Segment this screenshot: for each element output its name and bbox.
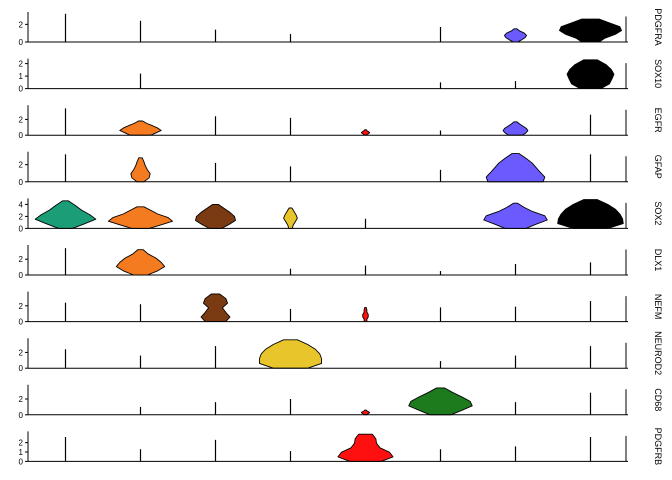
y-tick-label: 1 xyxy=(19,448,24,457)
violin-mark xyxy=(283,207,298,229)
y-tick-label: 0 xyxy=(19,38,24,47)
violin-mark xyxy=(483,202,548,229)
violin-mark xyxy=(119,120,162,136)
y-tick-label: 2 xyxy=(19,395,24,404)
violin-mark xyxy=(360,129,371,136)
violin-mark xyxy=(504,28,527,43)
gene-label: NEFM xyxy=(653,294,663,320)
row-pdgfrb: 012 PDGFRB xyxy=(19,428,663,467)
y-tick-label: 1 xyxy=(19,72,24,81)
violin-mark xyxy=(195,203,236,229)
row-sox2: 0 2 4 SOX2 xyxy=(19,198,663,233)
gene-label: SOX2 xyxy=(653,201,663,225)
row-sox10: 0 1 2 SOX10 xyxy=(19,58,663,94)
violin-mark xyxy=(566,59,615,90)
y-tick-label: 2 xyxy=(19,439,24,448)
row-pdgfra: 0 2 PDGFRA xyxy=(19,8,663,47)
violin-mark xyxy=(502,121,529,136)
y-tick-label: 0 xyxy=(19,364,24,373)
y-tick-label: 2 xyxy=(19,115,24,124)
y-tick-label: 4 xyxy=(19,200,24,209)
violin-mark xyxy=(107,206,174,229)
violin-mark xyxy=(200,293,231,323)
y-tick-label: 0 xyxy=(19,318,24,327)
row-nefm: 0 2 NEFM xyxy=(19,291,663,327)
violin-mark xyxy=(259,339,322,369)
row-egfr: 0 2 EGFR xyxy=(19,105,663,140)
row-neurod2: 0 2 NEUROD2 xyxy=(19,331,663,375)
violin-mark xyxy=(34,200,97,229)
violin-mark xyxy=(485,153,546,183)
y-tick-label: 2 xyxy=(19,20,24,29)
gene-label: PDGFRB xyxy=(653,428,663,466)
y-tick-label: 2 xyxy=(19,348,24,357)
violin-mark xyxy=(337,433,394,462)
y-tick-label: 0 xyxy=(19,411,24,420)
violin-mark xyxy=(559,18,622,43)
violin-mark xyxy=(115,249,166,276)
y-tick-label: 2 xyxy=(19,161,24,170)
violin-mark xyxy=(408,387,473,416)
y-tick-label: 0 xyxy=(19,131,24,140)
y-tick-label: 2 xyxy=(19,212,24,221)
violin-mark xyxy=(360,409,371,416)
row-gfap: 0 2 GFAP xyxy=(19,151,663,187)
gene-label: NEUROD2 xyxy=(653,331,663,375)
y-tick-label: 2 xyxy=(19,302,24,311)
gene-label: GFAP xyxy=(653,155,663,179)
row-cd68: 0 2 CD68 xyxy=(19,384,663,420)
gene-label: DLX1 xyxy=(653,249,663,272)
y-tick-label: 0 xyxy=(19,457,24,466)
y-tick-label: 2 xyxy=(19,60,24,69)
gene-label: PDGFRA xyxy=(653,8,663,46)
violin-mark xyxy=(130,157,151,183)
y-tick-label: 0 xyxy=(19,224,24,233)
gene-label: CD68 xyxy=(653,388,663,411)
y-tick-label: 2 xyxy=(19,255,24,264)
y-tick-label: 0 xyxy=(19,271,24,280)
violin-mark xyxy=(362,306,369,323)
gene-label: SOX10 xyxy=(653,59,663,88)
violin-mark xyxy=(557,199,624,229)
row-dlx1: 0 2 DLX1 xyxy=(19,245,663,280)
gene-label: EGFR xyxy=(653,108,663,134)
y-tick-label: 0 xyxy=(19,178,24,187)
y-tick-label: 0 xyxy=(19,85,24,94)
